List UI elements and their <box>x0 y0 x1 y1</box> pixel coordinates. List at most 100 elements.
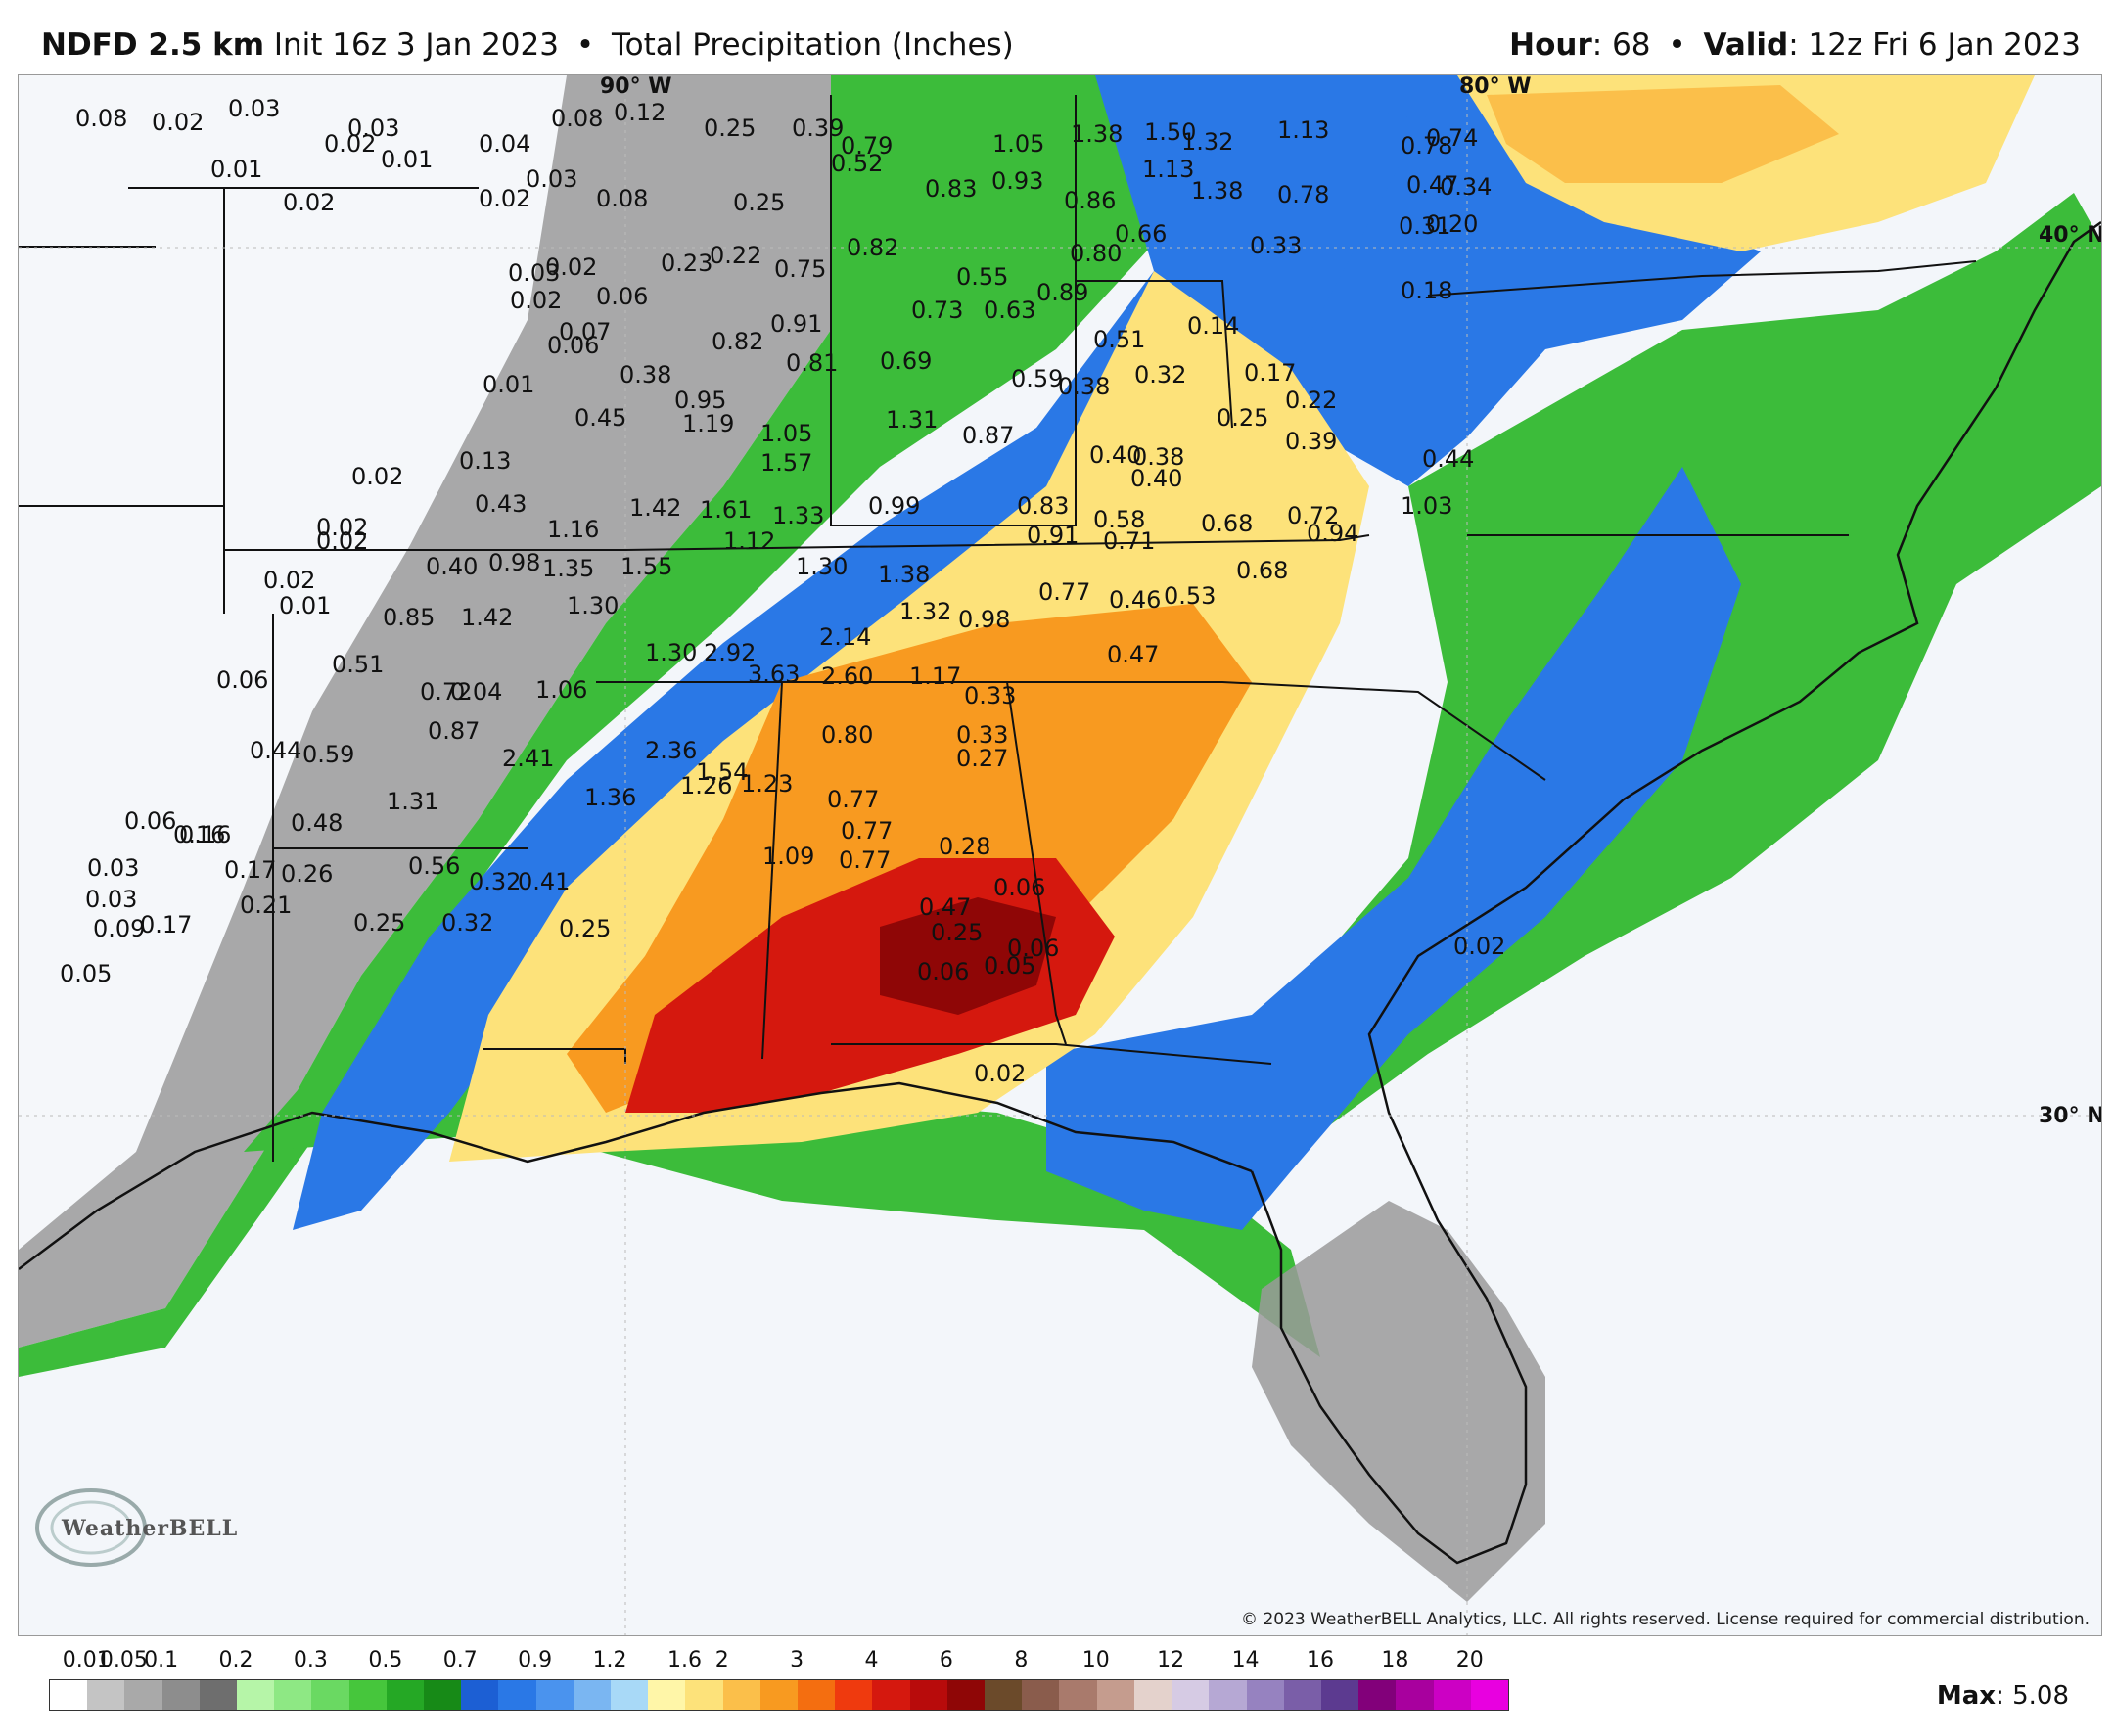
precip-value-label: 0.40 <box>1089 441 1141 469</box>
precip-value-label: 1.50 <box>1144 118 1196 146</box>
legend-label: 0.5 <box>368 1648 403 1672</box>
legend-label: 4 <box>864 1648 879 1672</box>
precip-value-label: 0.59 <box>302 741 354 768</box>
precipitation-map: 0.08 0.02 0.03 0.03 0.02 0.01 0.04 0.08 0.12 0.25… <box>18 74 2102 1636</box>
state-borders <box>19 95 1977 1162</box>
precip-value-label: 1.23 <box>741 770 793 798</box>
precip-value-label: 0.99 <box>868 492 920 520</box>
precip-value-label: 0.72 <box>1287 502 1339 529</box>
precip-value-label: 0.66 <box>1115 220 1167 248</box>
precip-value-label: 0.73 <box>911 297 963 324</box>
precip-value-label: 2.60 <box>821 662 873 690</box>
precip-value-label: 1.17 <box>909 662 961 690</box>
precip-value-label: 1.13 <box>1277 116 1329 144</box>
legend-swatch <box>872 1680 910 1710</box>
header-bullet: • <box>575 27 595 63</box>
precip-value-label: 0.39 <box>1285 428 1337 455</box>
precip-value-label: 0.09 <box>93 915 145 942</box>
legend-label: 20 <box>1455 1648 1484 1672</box>
color-legend: 0.01 0.05 0.1 0.2 0.3 0.5 0.7 0.9 1.2 1.6 2 3 4 6 8 10 1… <box>0 1640 2114 1736</box>
precip-value-label: 0.98 <box>488 549 540 576</box>
legend-label: 0.7 <box>442 1648 478 1672</box>
legend-swatch <box>87 1680 125 1710</box>
precip-value-label: 0.08 <box>596 185 648 212</box>
legend-label: 8 <box>1014 1648 1029 1672</box>
precip-value-label: 1.30 <box>567 592 619 619</box>
precip-value-label: 0.94 <box>1307 520 1358 547</box>
legend-swatch <box>685 1680 723 1710</box>
precip-value-label: 0.14 <box>1187 312 1239 340</box>
precip-value-label: 1.42 <box>629 494 681 522</box>
precip-value-label: 0.32 <box>441 909 493 937</box>
precip-value-label: 0.71 <box>1103 527 1155 555</box>
precip-value-label: 1.09 <box>762 843 814 870</box>
legend-swatch <box>985 1680 1023 1710</box>
legend-label: 0.05 <box>99 1648 148 1672</box>
legend-label: 6 <box>939 1648 953 1672</box>
precip-value-label: 0.63 <box>984 297 1035 324</box>
graticule-label: 40° N <box>2039 223 2101 248</box>
precip-value-label: 1.38 <box>1191 177 1243 205</box>
precip-value-label: 1.06 <box>535 676 587 704</box>
legend-swatch <box>1133 1680 1172 1710</box>
precip-value-label: 0.45 <box>574 404 626 432</box>
precip-value-label: 0.91 <box>770 310 822 338</box>
precip-value-label: 0.82 <box>712 328 763 355</box>
copyright-notice: © 2023 WeatherBELL Analytics, LLC. All r… <box>1241 1610 2090 1629</box>
precip-value-label: 0.77 <box>839 846 891 874</box>
precip-value-label: 0.83 <box>1017 492 1069 520</box>
legend-labels: 0.01 0.05 0.1 0.2 0.3 0.5 0.7 0.9 1.2 1.6 2 3 4 6 8 10 1… <box>49 1648 1517 1677</box>
precip-value-label: 0.02 <box>152 109 204 136</box>
precip-value-label: 0.06 <box>993 874 1045 901</box>
precip-value-label: 1.05 <box>992 130 1044 158</box>
precip-value-label: 0.39 <box>792 114 844 142</box>
precip-value-label: 0.81 <box>786 349 838 377</box>
precip-value-label: 1.55 <box>620 553 672 580</box>
precip-value-label: 0.85 <box>383 604 435 631</box>
legend-swatch <box>535 1680 574 1710</box>
precip-value-label: 0.72 <box>420 678 472 706</box>
northeast-orange <box>1487 85 1839 183</box>
legend-swatch <box>1396 1680 1434 1710</box>
precip-value-label: 0.47 <box>1107 641 1159 668</box>
precip-value-label: 0.56 <box>408 852 460 880</box>
legend-label: 0.2 <box>218 1648 253 1672</box>
max-value: : 5.08 <box>1996 1681 2069 1711</box>
legend-swatch <box>573 1680 612 1710</box>
valid-label: Valid <box>1703 27 1789 63</box>
precip-value-label: 0.06 <box>1007 935 1059 962</box>
precip-value-label: 0.02 <box>316 514 368 541</box>
trace-band <box>19 75 880 1348</box>
northeast-blue <box>1213 75 1761 486</box>
precip-value-label: 0.89 <box>1036 279 1088 306</box>
precip-value-label: 0.02 <box>1453 933 1505 960</box>
precip-value-label: 0.03 <box>508 259 560 287</box>
precip-value-label: 1.31 <box>387 788 438 815</box>
header-bullet-2: • <box>1668 27 1686 63</box>
legend-swatch <box>722 1680 760 1710</box>
hour-label: Hour <box>1509 27 1592 63</box>
legend-swatch <box>1172 1680 1210 1710</box>
legend-label: 1.2 <box>592 1648 627 1672</box>
precip-value-label: 0.33 <box>956 721 1008 749</box>
precip-value-label: 0.32 <box>469 868 521 895</box>
precip-value-label: 0.40 <box>426 553 478 580</box>
precip-value-label: 0.69 <box>880 347 932 375</box>
precip-value-label: 0.48 <box>291 809 343 837</box>
precip-value-label: 1.05 <box>760 420 812 447</box>
init-time: Init 16z 3 Jan 2023 <box>273 27 559 63</box>
legend-swatch <box>1433 1680 1471 1710</box>
precip-value-label: 0.18 <box>1401 277 1452 304</box>
legend-swatch <box>50 1680 88 1710</box>
precip-value-label: 0.74 <box>1426 124 1478 152</box>
precip-value-label: 0.40 <box>1130 465 1182 492</box>
southeast-blue <box>1046 467 1741 1230</box>
precip-value-label: 0.02 <box>351 463 403 490</box>
legend-swatch <box>161 1680 200 1710</box>
precip-value-label: 0.25 <box>704 114 756 142</box>
graticule-label: 30° N <box>2039 1104 2101 1128</box>
precip-value-label: 1.36 <box>584 784 636 811</box>
precip-value-label: 0.17 <box>140 911 192 938</box>
precip-value-label: 0.80 <box>1070 240 1122 267</box>
precip-value-label: 1.38 <box>878 561 930 588</box>
